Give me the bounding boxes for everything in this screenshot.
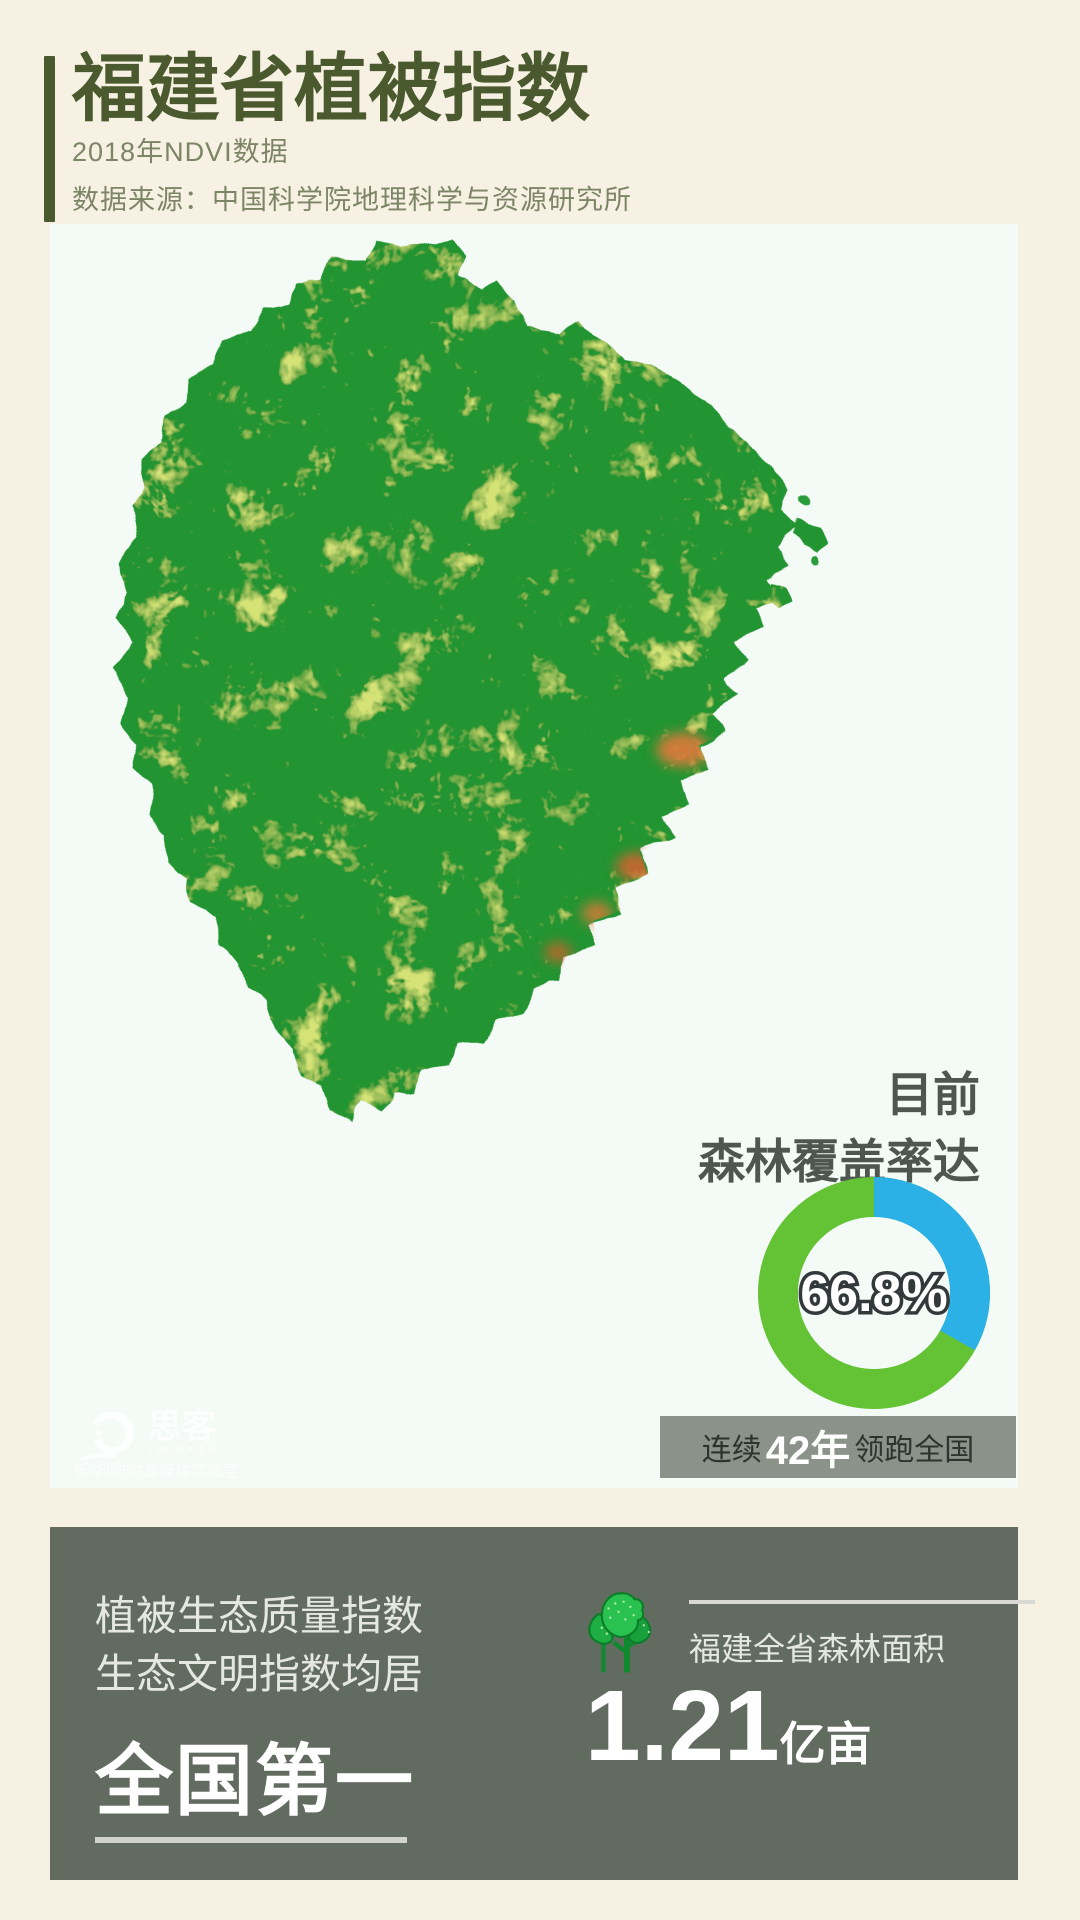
svg-text:新华网5G富媒体实验室: 新华网5G富媒体实验室 [74,1462,239,1480]
svg-text:66.8%: 66.8% [800,1265,947,1323]
svg-text:THINKER: THINKER [148,1444,221,1456]
svg-text:思客: 思客 [148,1407,216,1446]
